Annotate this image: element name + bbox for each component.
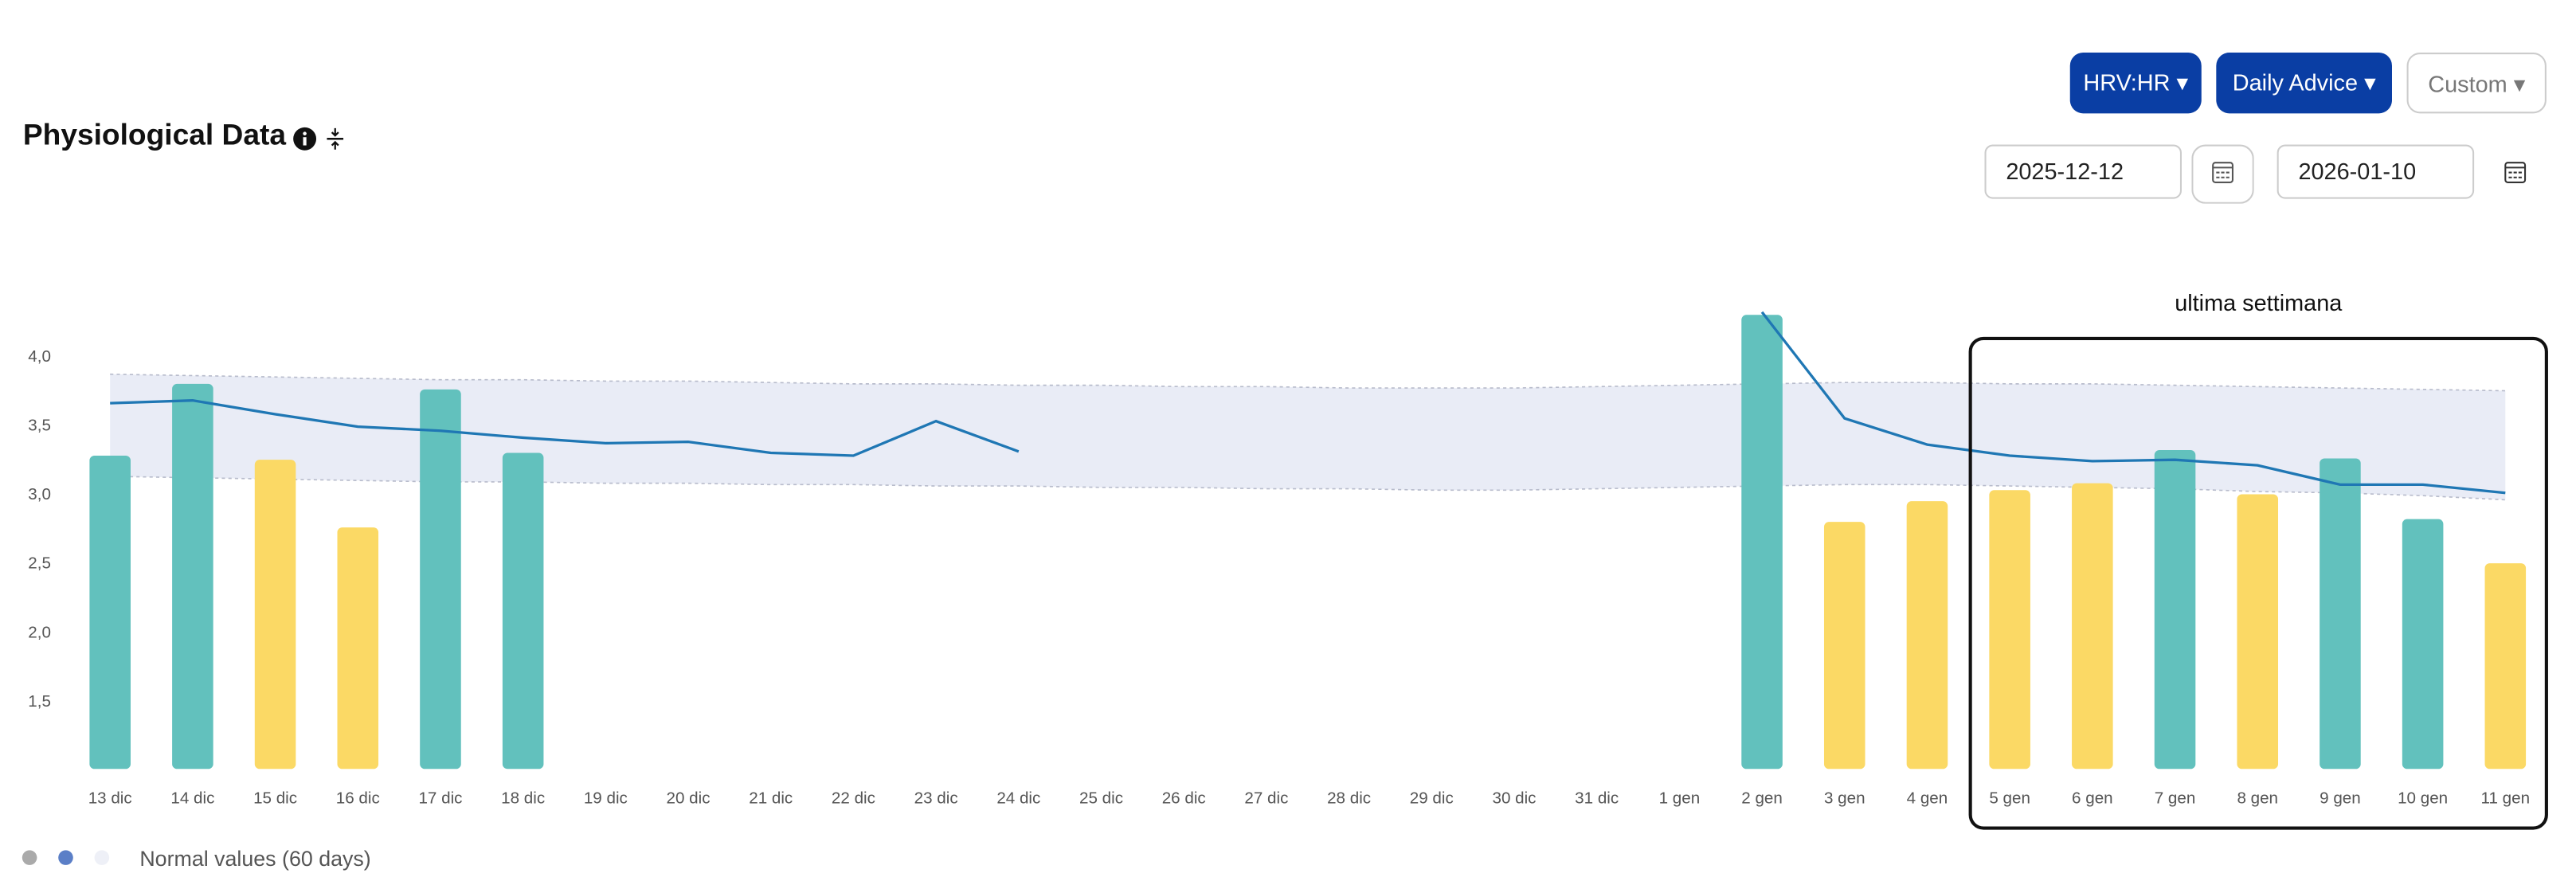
band-edge	[110, 373, 2506, 392]
y-tick-label: 2,0	[28, 623, 51, 641]
bar	[2237, 494, 2279, 770]
x-tick-label: 17 dic	[418, 789, 462, 808]
button-text: Custom	[2428, 70, 2507, 97]
x-tick-label: 5 gen	[1989, 789, 2030, 808]
bar	[337, 527, 379, 770]
annotation-label: ultima settimana	[2175, 291, 2343, 316]
bar	[89, 455, 131, 770]
y-tick-label: 3,5	[28, 416, 51, 434]
trend-line	[110, 399, 1020, 457]
legend-dot	[22, 850, 37, 865]
x-tick-label: 24 dic	[996, 789, 1040, 808]
x-tick-label: 21 dic	[749, 789, 793, 808]
x-tick-label: 20 dic	[667, 789, 711, 808]
x-tick-label: 3 gen	[1824, 789, 1865, 808]
x-tick-label: 29 dic	[1410, 789, 1454, 808]
y-tick-label: 4,0	[28, 347, 51, 366]
y-tick-label: 3,0	[28, 485, 51, 503]
x-tick-label: 22 dic	[832, 789, 875, 808]
band-edge	[110, 476, 2506, 501]
bar	[172, 383, 213, 770]
bar	[1741, 315, 1783, 770]
normal-band	[110, 374, 2506, 500]
x-tick-label: 7 gen	[2155, 789, 2196, 808]
page-title: Physiological Data	[22, 118, 287, 151]
x-tick-label: 9 gen	[2320, 789, 2361, 808]
metric-button[interactable]: HRV:HR ▾	[2069, 53, 2202, 114]
x-tick-label: 27 dic	[1244, 789, 1288, 808]
x-tick-label: 30 dic	[1492, 789, 1536, 808]
y-tick-label: 1,5	[28, 692, 51, 711]
annotation-box	[1968, 336, 2548, 830]
bar	[1989, 490, 2030, 770]
x-tick-label: 31 dic	[1575, 789, 1619, 808]
x-tick-label: 2 gen	[1741, 789, 1783, 808]
x-tick-label: 15 dic	[253, 789, 297, 808]
button-text: Daily Advice	[2232, 69, 2359, 96]
bar	[2072, 483, 2113, 770]
x-tick-label: 4 gen	[1907, 789, 1948, 808]
bar	[2154, 450, 2196, 770]
x-tick-label: 1 gen	[1659, 789, 1701, 808]
bar	[502, 452, 544, 770]
x-tick-label: 18 dic	[501, 789, 545, 808]
calendar-button[interactable]	[2191, 144, 2254, 204]
x-tick-label: 16 dic	[336, 789, 380, 808]
x-tick-label: 6 gen	[2072, 789, 2113, 808]
calendar-button[interactable]	[2489, 145, 2539, 201]
advice-button[interactable]: Daily Advice ▾	[2216, 53, 2392, 114]
x-tick-label: 14 dic	[170, 789, 214, 808]
x-tick-label: 10 gen	[2398, 789, 2448, 808]
bar	[1906, 501, 1948, 770]
x-tick-label: 23 dic	[914, 789, 958, 808]
bar	[2484, 563, 2527, 770]
x-tick-label: 13 dic	[88, 789, 132, 808]
legend-label: Normal values (60 days)	[139, 847, 370, 871]
legend-dot	[94, 850, 110, 865]
range-button[interactable]: Custom ▾	[2406, 53, 2547, 114]
trend-line	[1760, 311, 2506, 495]
x-tick-label: 26 dic	[1162, 789, 1206, 808]
legend-dot	[58, 850, 73, 865]
bar	[420, 389, 461, 770]
x-tick-label: 8 gen	[2237, 789, 2278, 808]
bar	[1823, 522, 1865, 770]
y-tick-label: 2,5	[28, 554, 51, 573]
x-tick-label: 19 dic	[584, 789, 628, 808]
bar	[2320, 458, 2361, 770]
bar	[2402, 519, 2444, 770]
title-icons	[293, 127, 344, 151]
date-from[interactable]: 2025-12-12	[1984, 144, 2182, 199]
bar	[254, 460, 296, 770]
x-tick-label: 11 gen	[2481, 789, 2531, 808]
date-to[interactable]: 2026-01-10	[2277, 144, 2475, 199]
button-text: HRV:HR	[2083, 69, 2171, 96]
x-tick-label: 25 dic	[1079, 789, 1123, 808]
x-tick-label: 28 dic	[1327, 789, 1371, 808]
